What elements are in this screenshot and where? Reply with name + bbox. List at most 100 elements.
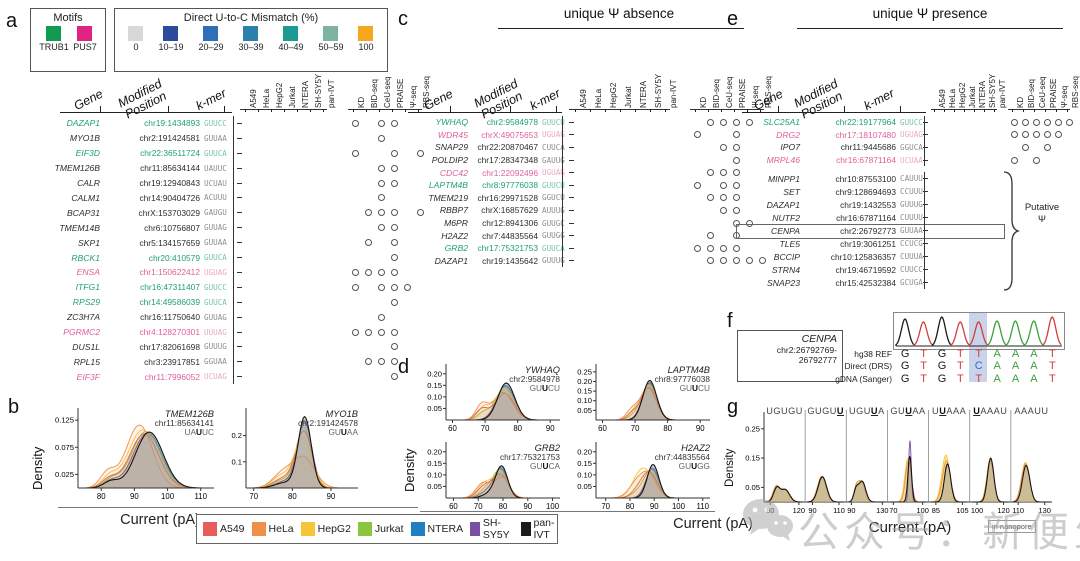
svg-text:chr7:44835564: chr7:44835564: [655, 452, 711, 462]
table-row-RBBP7: RBBP7 chrX:16857629 AUUUG: [402, 204, 769, 217]
modified-position: chr11:7996052: [144, 371, 200, 382]
table-row-ZC3H7A: ZC3H7A chr16:11750640 GUUAG: [22, 310, 427, 325]
assay-circles: [1009, 141, 1075, 154]
base-A: A: [993, 360, 1001, 373]
panel-c-cellcol-tick: [664, 109, 666, 112]
assay-detected-circle: [391, 239, 398, 247]
svg-text:0.25: 0.25: [577, 367, 592, 376]
assay-slot-Ψ-seq: [1053, 154, 1064, 167]
header-tick: [844, 106, 845, 112]
assay-slot-Ψ-seq: [1053, 129, 1064, 142]
assay-detected-circle: [694, 244, 701, 252]
assay-detected-circle: [707, 118, 714, 126]
assay-slot-KD: [691, 192, 704, 205]
table-row-MYO1B: MYO1B chr2:191424581 GUUAA: [22, 131, 427, 146]
table-row-SNAP29: SNAP29 chr22:20870467 CUUCA: [402, 141, 769, 154]
table-row-H2AZ2: H2AZ2 chr7:44835564 GUUGG: [402, 229, 769, 242]
panel-c-cellcol-A549: A549: [578, 89, 588, 108]
assay-slot-RBS-seq: [414, 205, 427, 220]
gene-name: DAZAP1: [766, 199, 800, 210]
gene-name: CALR: [77, 178, 100, 189]
svg-text:100: 100: [161, 492, 175, 501]
assay-slot-BID-seq: [704, 129, 717, 142]
assay-slot-PRAISE: [730, 192, 743, 205]
table-row-GRB2: GRB2 chr17:75321753 GUUCA: [402, 242, 769, 255]
assay-slot-BID-seq: [362, 131, 375, 146]
assay-slot-CeU-seq: [717, 154, 730, 167]
modified-position: chr8:97776038: [482, 180, 538, 191]
panel-b-xlabel: Current (pA): [120, 512, 200, 528]
svg-text:GUUCU: GUUCU: [680, 383, 710, 393]
row-tick: [237, 346, 242, 348]
assay-detected-circle: [746, 219, 753, 227]
row-tick: [237, 212, 242, 214]
legend-swatch-pan-IVT: [520, 522, 531, 536]
mismatch-bin-label: 40–49: [278, 42, 304, 52]
table-row-RPS29: RPS29 chr14:49586039 GUUCA: [22, 295, 427, 310]
panel-e-cellcol-tick: [994, 109, 995, 112]
svg-text:110: 110: [195, 492, 208, 501]
base-G: G: [900, 372, 910, 385]
svg-text:0.075: 0.075: [55, 443, 74, 452]
panel-f-region-1: chr2:26792769-: [776, 345, 837, 355]
table-row-DAZAP1: DAZAP1 chr19:1435642 GUUUG: [402, 255, 769, 268]
kmer-seq: CCUUU: [900, 187, 923, 196]
base-G: G: [937, 360, 947, 373]
header-tick: [450, 106, 451, 112]
panel-e-cellcol-A549: A549: [938, 89, 947, 108]
assay-slot-PRAISE: [388, 325, 401, 340]
panel-c-assaycol-tick: [759, 109, 761, 112]
legend-item-A549: A549: [203, 522, 245, 536]
motif-label: TRUB1: [39, 42, 69, 52]
panel-c-title: unique Ψ absence: [563, 6, 675, 21]
assay-slot-PRAISE: [388, 250, 401, 265]
assay-slot-KD: [349, 295, 362, 310]
panel-label-d: d: [398, 356, 410, 378]
gene-name: DAZAP1: [66, 118, 100, 129]
mismatch-bin-label: 20–29: [198, 42, 224, 52]
header-line: [742, 112, 926, 113]
svg-text:H2AZ2: H2AZ2: [681, 443, 711, 453]
table-row-BCCIP: BCCIP chr10:125836357 CUUUA: [734, 250, 1002, 263]
sequence-row-label: gDNA (Sanger): [835, 373, 892, 384]
assay-slot-KD: [349, 325, 362, 340]
base-G: G: [900, 348, 910, 360]
svg-text:UAUUC: UAUUC: [184, 427, 214, 437]
assay-slot-BID-seq: [362, 369, 375, 384]
assay-slot-KD: [691, 141, 704, 154]
svg-text:0.10: 0.10: [577, 396, 592, 405]
svg-text:0.20: 0.20: [427, 447, 442, 456]
assay-slot-Ψ-seq: [401, 265, 414, 280]
assay-detected-circle: [720, 206, 727, 214]
assay-detected-circle: [1022, 143, 1029, 151]
panel-c-cellcol-tick: [574, 109, 576, 112]
gene-name: SLC25A1: [763, 117, 800, 128]
assay-detected-circle: [378, 283, 385, 291]
svg-text:0.15: 0.15: [745, 454, 760, 463]
gene-name: H2AZ2: [441, 230, 468, 241]
panel-a-cellcol-NTERA: NTERA: [300, 80, 310, 108]
assay-slot-RBS-seq: [414, 280, 427, 295]
row-tick: [923, 146, 928, 148]
assay-slot-Ψ-seq: [401, 369, 414, 384]
assay-slot-BID-seq: [362, 146, 375, 161]
legend-item-pan-IVT: pan-IVT: [520, 517, 559, 541]
assay-detected-circle: [707, 169, 714, 177]
svg-text:0.05: 0.05: [427, 482, 442, 491]
kmer-seq: GUUCA: [204, 148, 227, 158]
assay-detected-circle: [391, 164, 398, 172]
modified-position: chr14:90404726: [139, 192, 200, 203]
panel-a-assaycol-CeU-seq: CeU-seq: [382, 76, 392, 108]
assay-slot-CeU-seq: [717, 116, 730, 129]
assay-circles: [691, 255, 769, 268]
gene-name: DAZAP1: [434, 255, 468, 266]
panel-e-cellcol-tick: [934, 109, 935, 112]
gene-name: DUS1L: [72, 341, 100, 352]
legend-swatch-A549: [203, 522, 217, 536]
assay-slot-CeU-seq: [1031, 116, 1042, 129]
assay-slot-PRAISE: [388, 354, 401, 369]
panel-label-f: f: [727, 310, 733, 332]
panel-a-cellcol-Jurkat: Jurkat: [287, 86, 297, 108]
motif-swatch-TRUB1: [46, 26, 62, 41]
